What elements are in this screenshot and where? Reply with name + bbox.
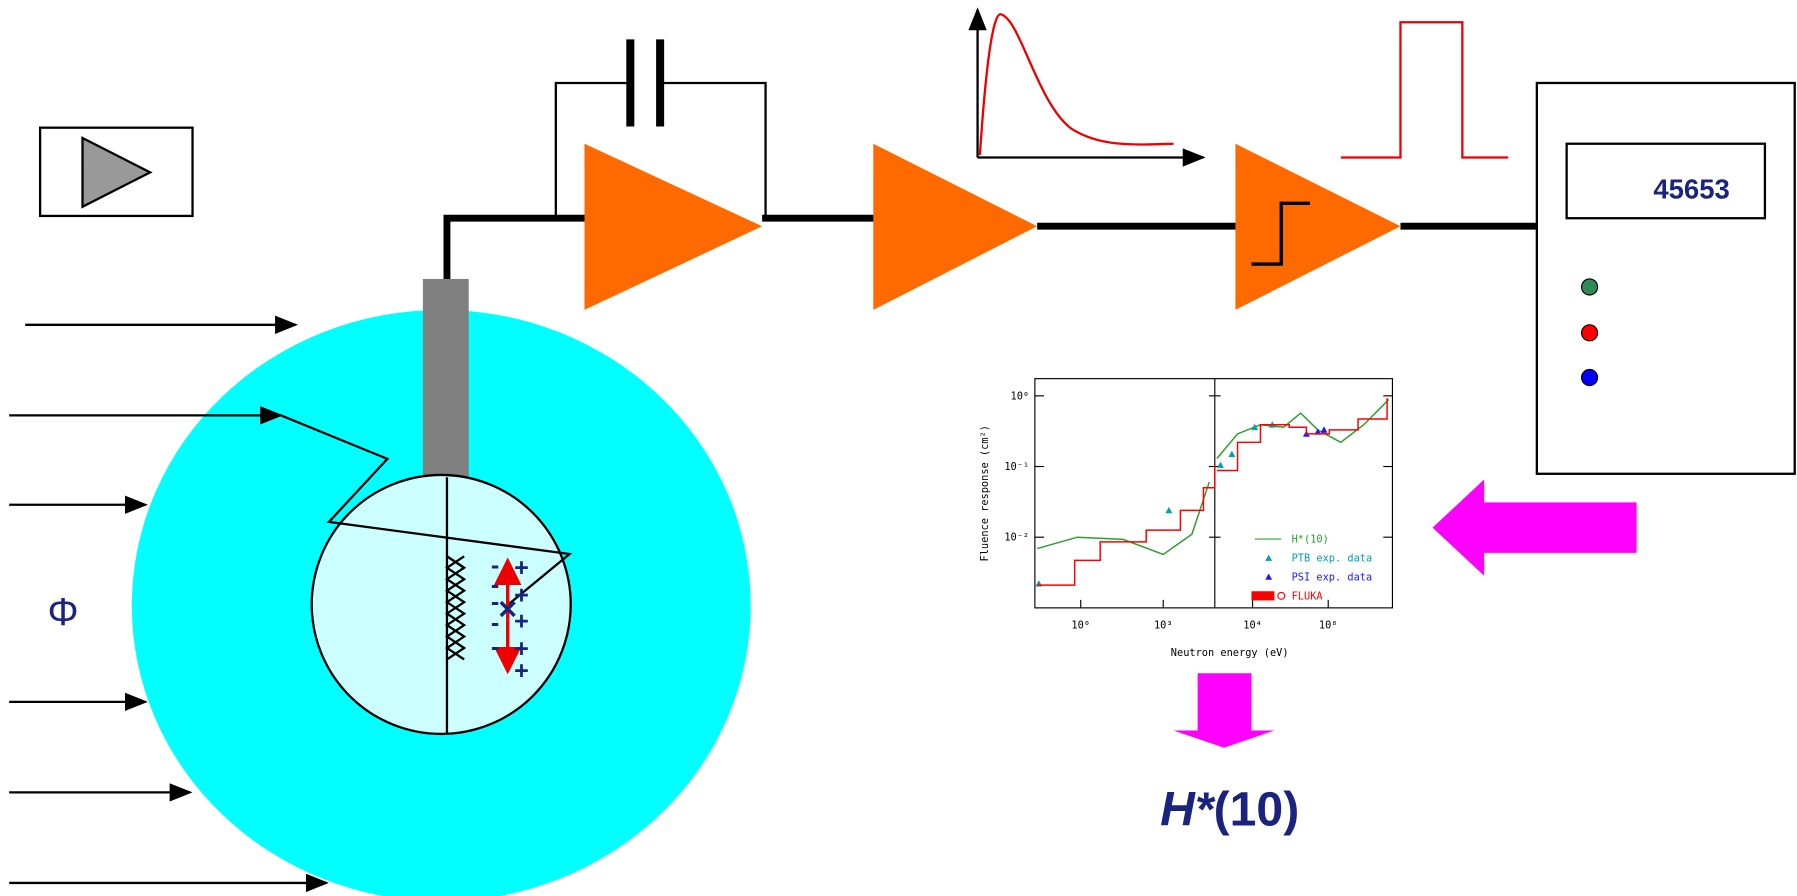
result-symbol: H* <box>1160 783 1216 837</box>
feedback-wire <box>661 81 767 219</box>
data-point <box>1228 450 1236 457</box>
legend-label: PTB exp. data <box>1292 552 1373 564</box>
minus-sign: - <box>491 633 499 661</box>
data-point <box>1320 426 1328 433</box>
signal-wire <box>443 214 591 279</box>
legend-label: FLUKA <box>1292 590 1324 602</box>
magenta-arrow <box>1432 479 1637 576</box>
play-icon <box>81 136 153 209</box>
detector-stem <box>422 278 469 478</box>
counter-box <box>1535 81 1796 475</box>
x-tick-label: 10⁰ <box>1071 620 1090 632</box>
legend-swatch <box>1265 554 1273 561</box>
x-tick-label: 10³ <box>1154 620 1173 632</box>
flux-symbol: Φ <box>47 591 78 634</box>
series-line <box>1036 481 1210 556</box>
counter-display <box>1565 142 1767 220</box>
x-axis-label: Neutron energy (eV) <box>1171 647 1289 659</box>
data-point <box>1165 506 1173 514</box>
y-axis-label: Fluence response (cm²) <box>979 425 991 561</box>
legend-label: H*(10) <box>1292 534 1329 546</box>
minus-sign: - <box>491 551 499 579</box>
plus-sign: + <box>514 635 529 663</box>
x-tick-label: 10⁴ <box>1243 620 1262 632</box>
data-point <box>1251 423 1259 431</box>
minus-sign: - <box>491 571 499 599</box>
counter-value: 45653 <box>1653 174 1729 205</box>
inset-plot: Fluence response (cm²) Neutron energy (e… <box>979 378 1394 659</box>
result-label: H*(10) <box>1160 783 1299 837</box>
indicator-led <box>1580 324 1599 342</box>
plus-sign: + <box>514 581 529 609</box>
threshold-symbol <box>1251 201 1310 266</box>
amplified-pulse <box>978 13 1174 156</box>
indicator-led <box>1580 368 1599 387</box>
neutron-track <box>280 414 573 609</box>
minus-sign: - <box>491 609 499 637</box>
minus-sign: - <box>491 588 499 616</box>
interaction-point <box>499 600 516 618</box>
detector-tube <box>310 473 572 736</box>
plus-sign: + <box>514 608 529 636</box>
plus-sign: + <box>514 554 529 582</box>
zigzag <box>444 555 467 661</box>
data-point <box>1314 428 1322 435</box>
discriminator <box>1235 143 1401 310</box>
feedback-wire <box>554 81 629 219</box>
preamplifier <box>584 143 763 310</box>
data-point <box>1217 461 1224 468</box>
plus-sign: + <box>514 657 529 685</box>
legend-label: PSI exp. data <box>1292 571 1373 583</box>
amplifier <box>873 143 1038 310</box>
magenta-arrow <box>1173 673 1275 748</box>
legend-swatch <box>1265 573 1273 580</box>
y-tick-label: 10⁻² <box>1004 532 1029 544</box>
series-step <box>1216 398 1388 472</box>
series-step <box>1037 465 1216 586</box>
logic-pulse <box>1340 21 1509 159</box>
y-tick-label: 10⁻¹ <box>1004 461 1029 473</box>
x-tick-label: 10⁸ <box>1319 620 1338 632</box>
plot-frame <box>1034 378 1394 609</box>
legend-swatch <box>1251 591 1275 601</box>
result-argument: (10) <box>1214 783 1300 837</box>
indicator-led <box>1580 278 1599 296</box>
legend-swatch <box>1277 591 1286 600</box>
y-tick-label: 10⁰ <box>1011 390 1030 402</box>
